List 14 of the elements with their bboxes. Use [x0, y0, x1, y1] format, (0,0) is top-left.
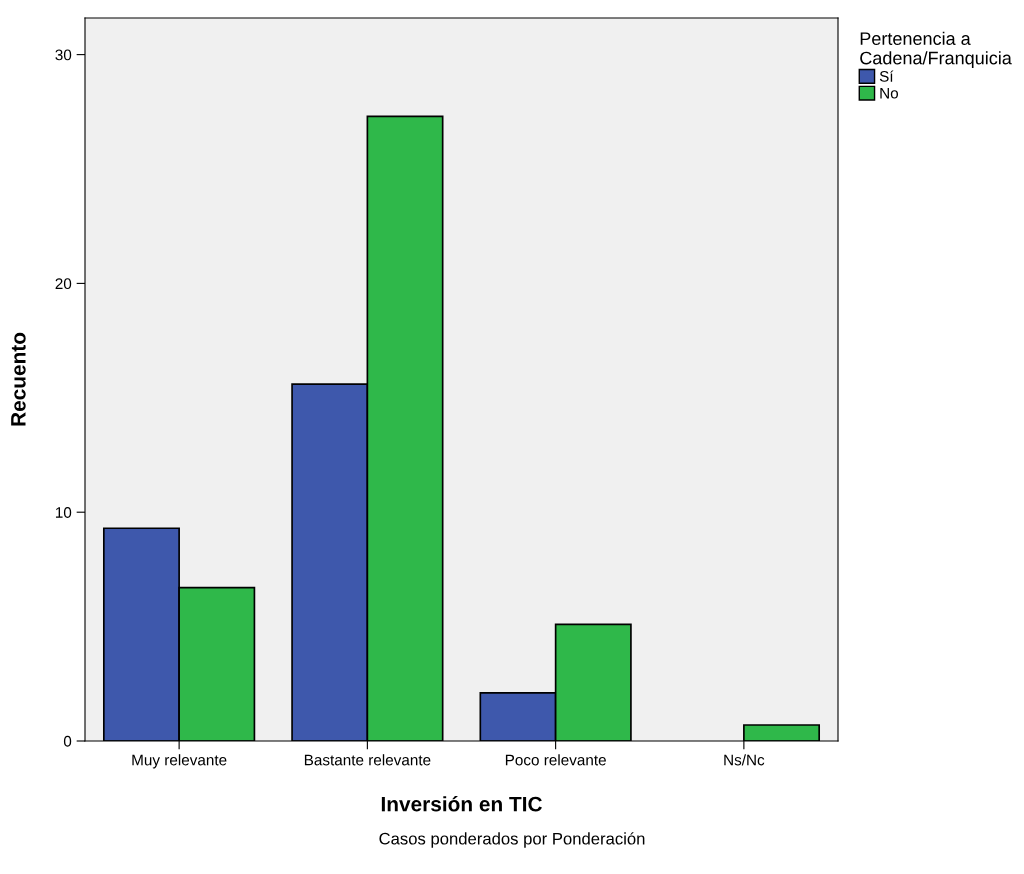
x-tick-label: Bastante relevante [304, 754, 431, 766]
y-tick-label: 30 [55, 49, 72, 61]
legend-title: Pertenencia a Cadena/Franquicia [860, 31, 1012, 69]
legend-label: Sí [879, 70, 894, 82]
x-tick-label: Ns/Nc [724, 754, 765, 766]
y-tick-label: 10 [55, 507, 72, 518]
y-tick-label: 0 [63, 735, 72, 747]
x-tick-label: Muy relevante [132, 754, 227, 769]
y-tick-label: 20 [55, 278, 72, 290]
x-axis-title: Inversión en TIC [381, 796, 542, 812]
x-tick-label: Poco relevante [505, 754, 606, 766]
legend-label: No [880, 87, 899, 99]
text: Casos ponderados por Ponderación [379, 832, 645, 848]
y-axis-title: Recuento [11, 332, 26, 426]
